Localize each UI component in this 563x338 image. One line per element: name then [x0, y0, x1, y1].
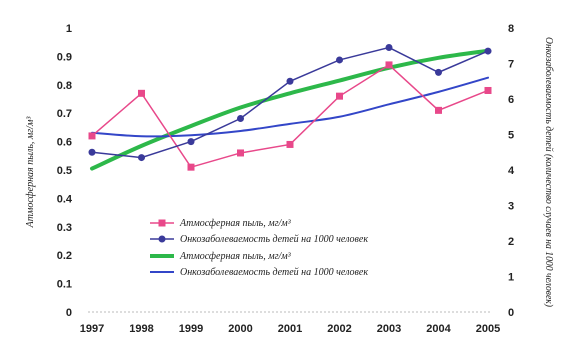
x-tick-label: 2005	[476, 323, 500, 335]
y-tick-left: 0.5	[57, 165, 72, 177]
legend-marker-pink	[158, 219, 166, 227]
legend-item: Атмосферная пыль, мг/м³	[150, 251, 292, 262]
data-point	[187, 138, 195, 146]
y-tick-left: 1	[66, 23, 72, 35]
x-tick-label: 2000	[228, 323, 252, 335]
x-tick-label: 2001	[278, 323, 302, 335]
data-point	[88, 148, 96, 156]
y-axis-left-title: Атмосферная пыль, мг/м³	[25, 116, 36, 229]
series-trend-line	[91, 76, 489, 138]
y-tick-right: 0	[508, 307, 514, 319]
legend-item: Онкозаболеваемость детей на 1000 человек	[150, 234, 368, 245]
legend-label: Атмосферная пыль, мг/м³	[179, 218, 292, 229]
y-tick-right: 5	[508, 130, 514, 142]
data-point	[187, 163, 195, 171]
y-tick-right: 8	[508, 23, 514, 35]
y-tick-right: 6	[508, 94, 514, 106]
x-tick-label: 2002	[327, 323, 351, 335]
legend-box	[142, 213, 462, 285]
y-tick-left: 0.8	[57, 80, 72, 92]
legend-label: Онкозаболеваемость детей на 1000 человек	[180, 267, 368, 278]
y-tick-left: 0.6	[57, 137, 72, 149]
y-tick-left: 0.7	[57, 108, 72, 120]
data-point	[237, 149, 244, 157]
y-tick-left: 0.3	[57, 222, 72, 234]
y-tick-left: 0	[66, 307, 72, 319]
y-tick-right: 3	[508, 201, 514, 213]
data-point	[336, 56, 343, 64]
data-point	[336, 92, 343, 100]
data-point	[385, 44, 393, 52]
legend-item: Атмосферная пыль, мг/м³	[150, 218, 292, 229]
y-tick-right: 1	[508, 272, 514, 284]
y-tick-left: 0.2	[57, 250, 72, 262]
x-tick-label: 2003	[377, 323, 401, 335]
y-tick-left: 0.9	[57, 51, 72, 63]
y-tick-left: 0.4	[57, 193, 73, 205]
x-tick-label: 1998	[129, 323, 153, 335]
series-trend-line	[90, 48, 490, 171]
legend-item: Онкозаболеваемость детей на 1000 человек	[150, 267, 368, 278]
y-tick-left: 0.1	[57, 279, 72, 291]
data-point	[484, 86, 492, 94]
chart-axes: 0 0.1 0.2 0.3 0.4 0.5 0.6 0.7 0.8 0.9 1 0 1 2 3 4 5 6 7 8 19…	[57, 23, 515, 335]
data-point	[484, 47, 492, 55]
data-point	[88, 132, 96, 140]
x-tick-label: 2004	[426, 323, 451, 335]
legend-label: Атмосферная пыль, мг/м³	[179, 251, 292, 262]
x-tick-label: 1999	[179, 323, 203, 335]
legend-label: Онкозаболеваемость детей на 1000 человек	[180, 234, 368, 245]
data-point	[138, 154, 145, 162]
y-axis-right-title: Онкозаболеваемость детей (количество слу…	[543, 37, 554, 308]
data-point	[435, 68, 442, 76]
y-tick-right: 4	[508, 165, 515, 177]
legend-marker-navy	[158, 235, 166, 243]
x-tick-label: 1997	[80, 323, 104, 335]
data-point	[286, 77, 294, 85]
data-point	[435, 106, 442, 114]
chart-series	[88, 44, 492, 171]
y-tick-right: 2	[508, 236, 514, 248]
data-point	[286, 140, 294, 148]
legend: Атмосферная пыль, мг/м³ Онкозаболеваемос…	[142, 213, 462, 285]
data-point	[385, 61, 393, 69]
y-tick-right: 7	[508, 59, 514, 71]
data-point	[237, 115, 244, 123]
data-point	[138, 89, 145, 97]
